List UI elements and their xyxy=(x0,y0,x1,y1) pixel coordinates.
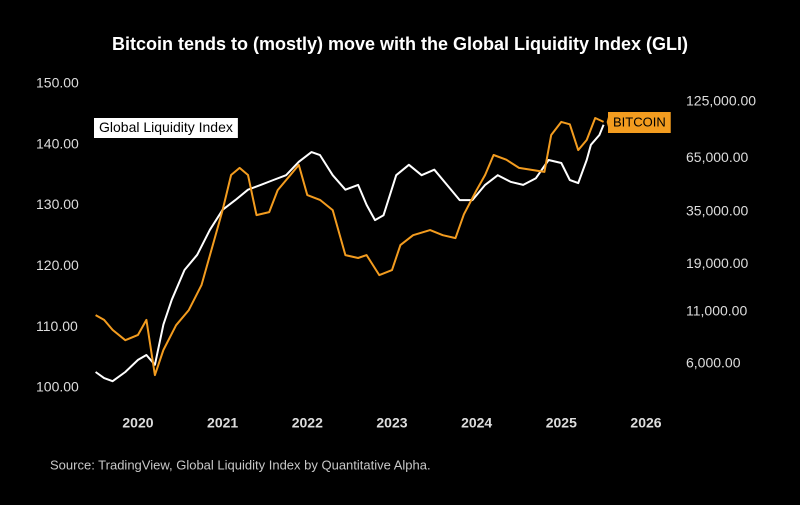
x-tick-label: 2024 xyxy=(461,415,492,431)
x-tick-label: 2026 xyxy=(630,415,661,431)
y-tick-label: 130.00 xyxy=(36,196,79,212)
series-label-box xyxy=(94,118,238,138)
y2-tick-label: 19,000.00 xyxy=(686,255,748,271)
x-tick-label: 2021 xyxy=(207,415,238,431)
y2-tick-label: 125,000.00 xyxy=(686,93,756,109)
series-label: BITCOIN xyxy=(613,114,666,129)
y2-tick-label: 35,000.00 xyxy=(686,203,748,219)
source-note: Source: TradingView, Global Liquidity In… xyxy=(50,457,431,472)
y2-tick-label: 6,000.00 xyxy=(686,355,741,371)
y-tick-label: 120.00 xyxy=(36,257,79,273)
y-tick-label: 140.00 xyxy=(36,135,79,151)
x-tick-label: 2023 xyxy=(376,415,407,431)
x-tick-label: 2025 xyxy=(546,415,577,431)
y-tick-label: 150.00 xyxy=(36,75,79,91)
series-label-box xyxy=(608,112,671,133)
series-label-pointer xyxy=(606,117,608,127)
chart-title: Bitcoin tends to (mostly) move with the … xyxy=(112,34,688,54)
y2-tick-label: 11,000.00 xyxy=(686,302,747,318)
x-tick-label: 2020 xyxy=(122,415,153,431)
y2-tick-label: 65,000.00 xyxy=(686,149,748,165)
x-tick-label: 2022 xyxy=(292,415,323,431)
y-tick-label: 110.00 xyxy=(36,318,78,334)
series-label: Global Liquidity Index xyxy=(99,119,233,135)
series-line xyxy=(95,117,605,377)
y-tick-label: 100.00 xyxy=(36,379,79,395)
